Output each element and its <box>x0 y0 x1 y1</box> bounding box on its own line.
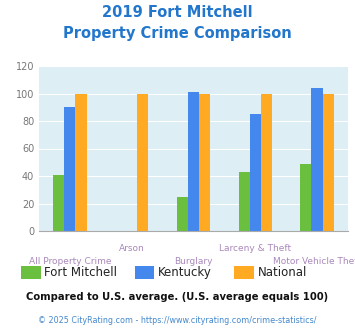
Bar <box>261 93 272 231</box>
Bar <box>239 172 250 231</box>
Text: 2019 Fort Mitchell: 2019 Fort Mitchell <box>102 5 253 20</box>
Bar <box>137 93 148 231</box>
Bar <box>250 114 261 231</box>
Bar <box>300 164 311 231</box>
Bar <box>64 107 76 231</box>
Text: Kentucky: Kentucky <box>158 266 212 279</box>
Bar <box>311 88 323 231</box>
Bar <box>188 92 199 231</box>
Text: Motor Vehicle Theft: Motor Vehicle Theft <box>273 257 355 266</box>
Text: All Property Crime: All Property Crime <box>29 257 111 266</box>
Bar <box>177 197 188 231</box>
Text: © 2025 CityRating.com - https://www.cityrating.com/crime-statistics/: © 2025 CityRating.com - https://www.city… <box>38 316 317 325</box>
Bar <box>76 93 87 231</box>
Text: Fort Mitchell: Fort Mitchell <box>44 266 118 279</box>
Text: Larceny & Theft: Larceny & Theft <box>219 244 291 253</box>
Bar <box>323 93 334 231</box>
Text: Arson: Arson <box>119 244 144 253</box>
Text: Property Crime Comparison: Property Crime Comparison <box>63 26 292 41</box>
Text: National: National <box>257 266 307 279</box>
Text: Burglary: Burglary <box>174 257 213 266</box>
Bar <box>199 93 210 231</box>
Bar <box>53 175 64 231</box>
Text: Compared to U.S. average. (U.S. average equals 100): Compared to U.S. average. (U.S. average … <box>26 292 329 302</box>
